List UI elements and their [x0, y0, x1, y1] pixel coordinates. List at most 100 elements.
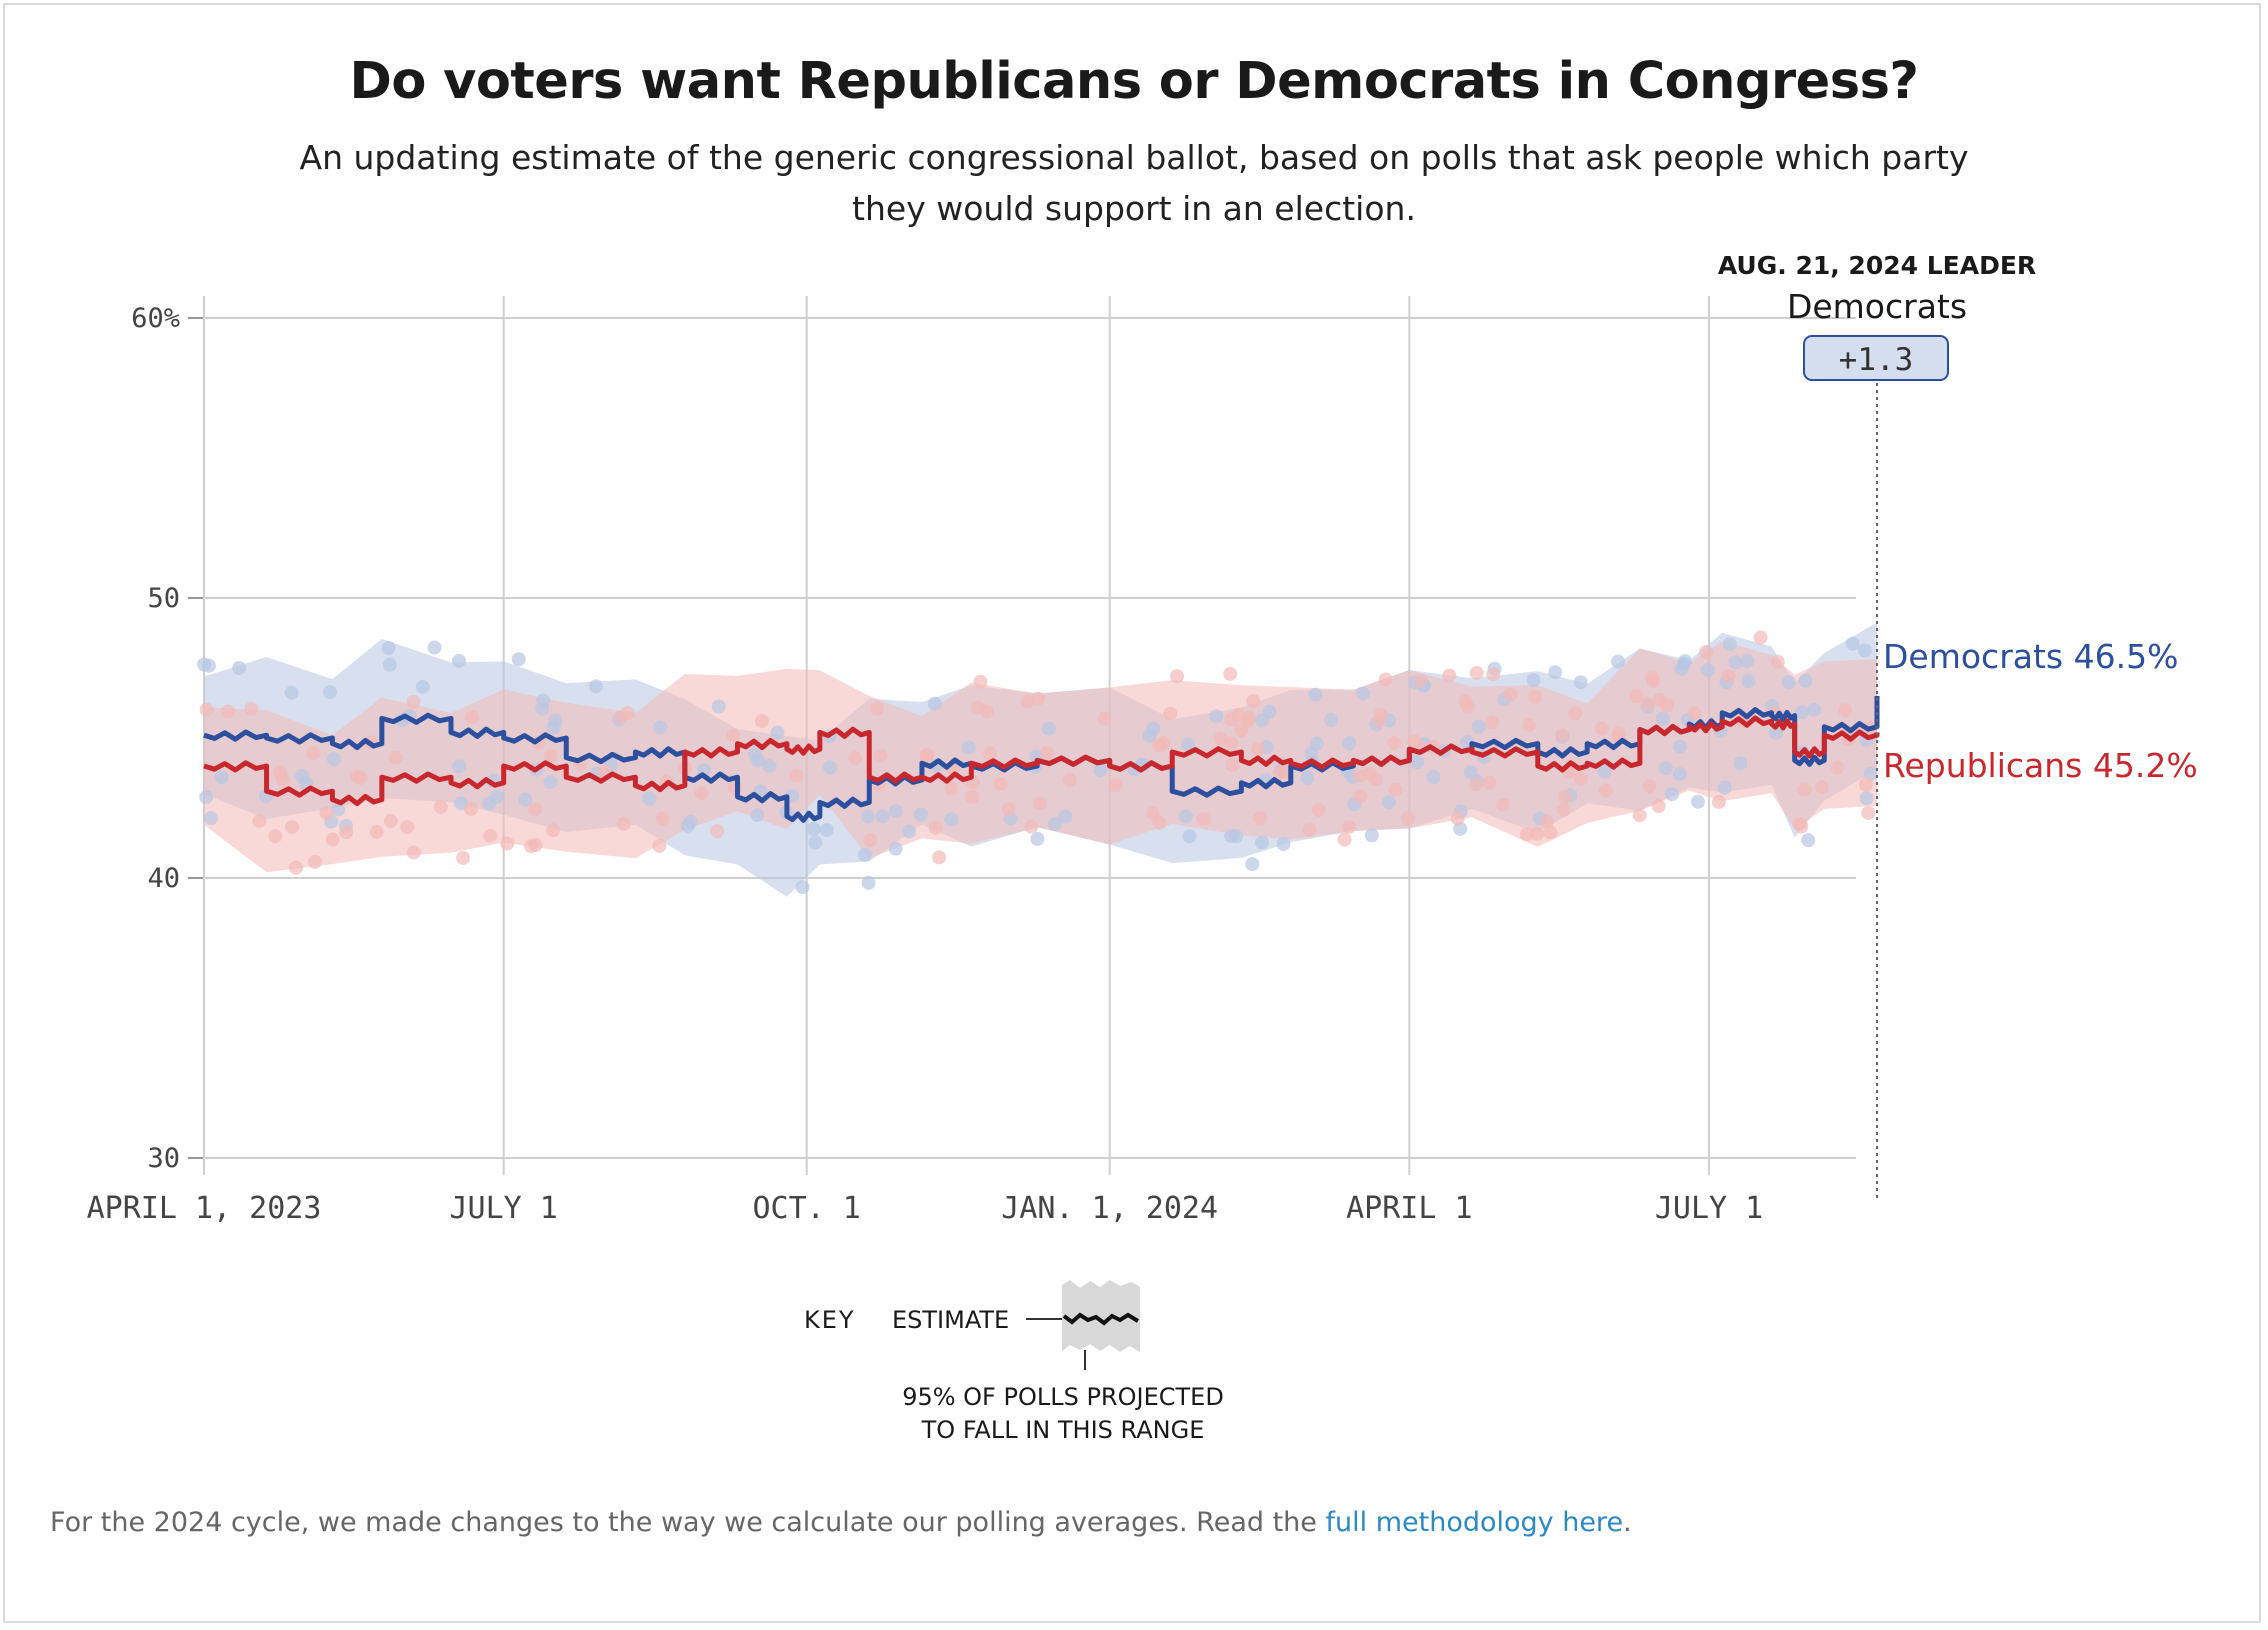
x-tick-label: APRIL 1, 2023 [87, 1191, 322, 1226]
poll-dot [1556, 802, 1571, 817]
poll-dot [427, 640, 442, 655]
poll-dot [932, 850, 947, 865]
poll-dot [1062, 772, 1077, 787]
poll-dot [1378, 672, 1393, 687]
poll-dot [1611, 726, 1626, 741]
poll-dot [1246, 694, 1261, 709]
poll-dot [528, 802, 543, 817]
poll-dot [1597, 764, 1612, 779]
y-tick-label: 60% [131, 303, 180, 334]
poll-dot [1496, 797, 1511, 812]
poll-dot [1830, 760, 1845, 775]
poll-dot [823, 760, 838, 775]
footer-text: For the 2024 cycle, we made changes to t… [50, 1507, 1326, 1538]
poll-dot [1573, 771, 1588, 786]
poll-dot [1722, 637, 1737, 652]
poll-dot [1717, 780, 1732, 795]
key-range-line2: TO FALL IN THIS RANGE [921, 1416, 1205, 1444]
poll-dot [1253, 811, 1268, 826]
poll-dot [1672, 739, 1687, 754]
poll-dot [1458, 694, 1473, 709]
poll-dot [1658, 761, 1673, 776]
poll-dot [1838, 703, 1853, 718]
poll-dot [1629, 689, 1644, 704]
poll-dot [620, 706, 635, 721]
poll-dot [1651, 799, 1666, 814]
poll-dot [288, 860, 303, 875]
poll-dot [306, 746, 321, 761]
poll-dot [970, 700, 985, 715]
poll-dot [400, 820, 415, 835]
poll-dot [944, 812, 959, 827]
poll-dot [873, 748, 888, 763]
poll-dot [1254, 835, 1269, 850]
poll-dot [1152, 738, 1167, 753]
poll-dot [754, 714, 769, 729]
poll-dot [888, 841, 903, 856]
poll-dot [276, 772, 291, 787]
poll-dot [1733, 756, 1748, 771]
poll-dot [1700, 662, 1715, 677]
poll-dot [490, 789, 505, 804]
poll-dot [1691, 794, 1706, 809]
poll-dot [1845, 636, 1860, 651]
poll-dot [1181, 737, 1196, 752]
poll-dot [406, 694, 421, 709]
poll-dot [1213, 731, 1228, 746]
poll-dot [919, 749, 934, 764]
poll-dot [1557, 789, 1572, 804]
poll-dot [339, 825, 354, 840]
poll-dot [1573, 675, 1588, 690]
poll-dot [875, 809, 890, 824]
poll-dot [1040, 746, 1055, 761]
poll-dot [616, 816, 631, 831]
poll-dot [199, 790, 214, 805]
poll-dot [1093, 762, 1108, 777]
poll-dot [1521, 718, 1536, 733]
poll-dot [464, 802, 479, 817]
poll-dot [548, 713, 563, 728]
poll-dot [220, 704, 235, 719]
poll-dot [819, 823, 834, 838]
poll-dot [1792, 816, 1807, 831]
poll-dot [406, 845, 421, 860]
poll-dot [795, 880, 810, 895]
leader-margin-badge [1803, 335, 1949, 381]
poll-dot [913, 807, 928, 822]
poll-dot [806, 822, 821, 837]
poll-dot [1362, 766, 1377, 781]
poll-dot [1410, 755, 1425, 770]
poll-dot [1463, 765, 1478, 780]
poll-dot [1674, 661, 1689, 676]
poll-dot [203, 811, 218, 826]
poll-dot [1225, 758, 1240, 773]
poll-dot [1711, 794, 1726, 809]
key-estimate-swatch [1062, 1312, 1140, 1326]
poll-dot [1170, 669, 1185, 684]
poll-dot [1276, 837, 1291, 852]
poll-dot [331, 802, 346, 817]
poll-dot [327, 752, 342, 767]
poll-dot [1655, 711, 1670, 726]
footer-end: . [1623, 1507, 1632, 1538]
poll-dot [1373, 707, 1388, 722]
poll-dot [1223, 666, 1238, 681]
poll-dot [388, 750, 403, 765]
poll-dot [452, 759, 467, 774]
poll-dot [1041, 721, 1056, 736]
poll-dot [1859, 791, 1874, 806]
poll-dot [1001, 802, 1016, 817]
poll-dot [1209, 709, 1224, 724]
poll-dot [1337, 832, 1352, 847]
methodology-link[interactable]: full methodology here [1325, 1507, 1624, 1538]
poll-dot [770, 725, 785, 740]
poll-dot [848, 751, 863, 766]
poll-dot [1687, 706, 1702, 721]
poll-dot [653, 720, 668, 735]
poll-dot [383, 813, 398, 828]
poll-dot [1048, 816, 1063, 831]
poll-dot [870, 701, 885, 716]
poll-dot [244, 701, 259, 716]
poll-dot [1356, 686, 1371, 701]
trend-lines [203, 696, 1880, 823]
